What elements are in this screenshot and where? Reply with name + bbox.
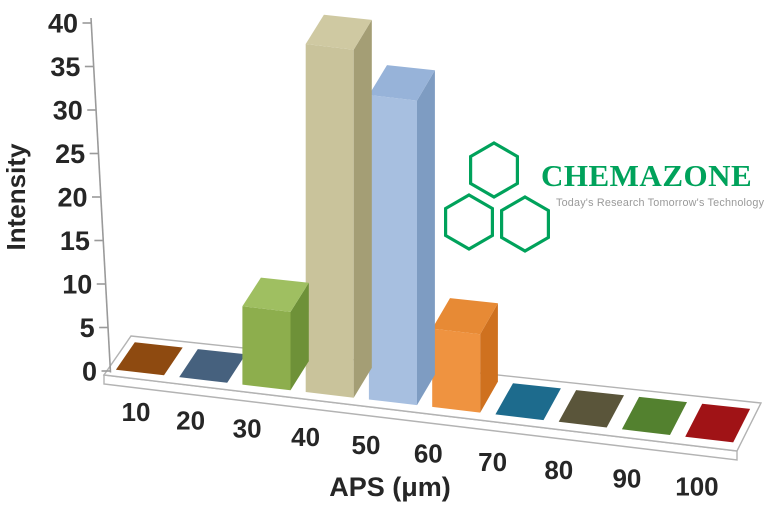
hexagon-icon: [469, 141, 520, 199]
bar-50-front: [368, 95, 417, 406]
y-tick-label: 0: [82, 357, 97, 387]
y-tick-label: 35: [50, 52, 80, 82]
x-tick-label: 90: [612, 463, 641, 493]
hexagons-icon: [443, 141, 551, 253]
bar-30-top: [242, 277, 309, 312]
y-tick-label: 10: [62, 270, 92, 300]
logo-text: CHEMAZONE Today's Research Tomorrow's Te…: [541, 160, 764, 209]
y-axis-line: [90, 17, 112, 373]
x-tick-label: 10: [122, 397, 151, 427]
x-tick-label: 60: [414, 439, 443, 469]
tile-80: [558, 390, 624, 428]
y-tick-label: 40: [48, 9, 78, 39]
x-tick-label: 30: [233, 414, 262, 444]
x-axis-title: APS (μm): [329, 472, 451, 502]
y-tick-label: 20: [57, 183, 87, 213]
zero-tiles: [115, 342, 751, 443]
y-tick-label: 30: [53, 96, 83, 126]
chemazone-logo: CHEMAZONE Today's Research Tomorrow's Te…: [441, 133, 764, 259]
logo-tagline: Today's Research Tomorrow's Technology: [556, 197, 765, 209]
logo-title: CHEMAZONE: [541, 158, 753, 193]
hexagon-icon: [499, 195, 551, 253]
hexagon-icon: [443, 193, 495, 251]
y-tick-label: 15: [60, 226, 90, 256]
x-labels: 100 90 80 70 60 50 40 30 20 10: [122, 397, 719, 502]
y-tick-label: 25: [55, 139, 85, 169]
bar-40-front: [305, 44, 354, 398]
y-tick-label: 5: [80, 313, 95, 343]
bar-30-front: [242, 306, 291, 391]
bar-50-top: [368, 65, 435, 101]
x-tick-label: 20: [176, 405, 205, 435]
tile-100: [685, 403, 751, 443]
x-tick-label: 40: [291, 422, 320, 452]
x-tick-label: 70: [478, 447, 507, 477]
tile-10: [115, 342, 183, 376]
bars: [242, 14, 498, 413]
x-tick-label: 80: [544, 455, 573, 485]
bar-40-top: [305, 14, 372, 50]
y-axis: 0 5 10 15 20 25 30 35 40 Intensity: [1, 9, 112, 387]
x-tick-label: 100: [675, 472, 718, 502]
bar-40-side: [353, 19, 372, 398]
tile-20: [179, 349, 246, 383]
x-tick-label: 50: [352, 430, 381, 460]
tile-70: [495, 383, 561, 421]
bar-60-top: [432, 298, 498, 335]
bar-60-side: [480, 303, 498, 413]
bar-50-side: [417, 70, 435, 406]
bar-60-front: [432, 328, 481, 413]
bar-30-side: [290, 282, 309, 391]
tile-90: [621, 396, 687, 435]
y-axis-title: Intensity: [1, 143, 31, 250]
